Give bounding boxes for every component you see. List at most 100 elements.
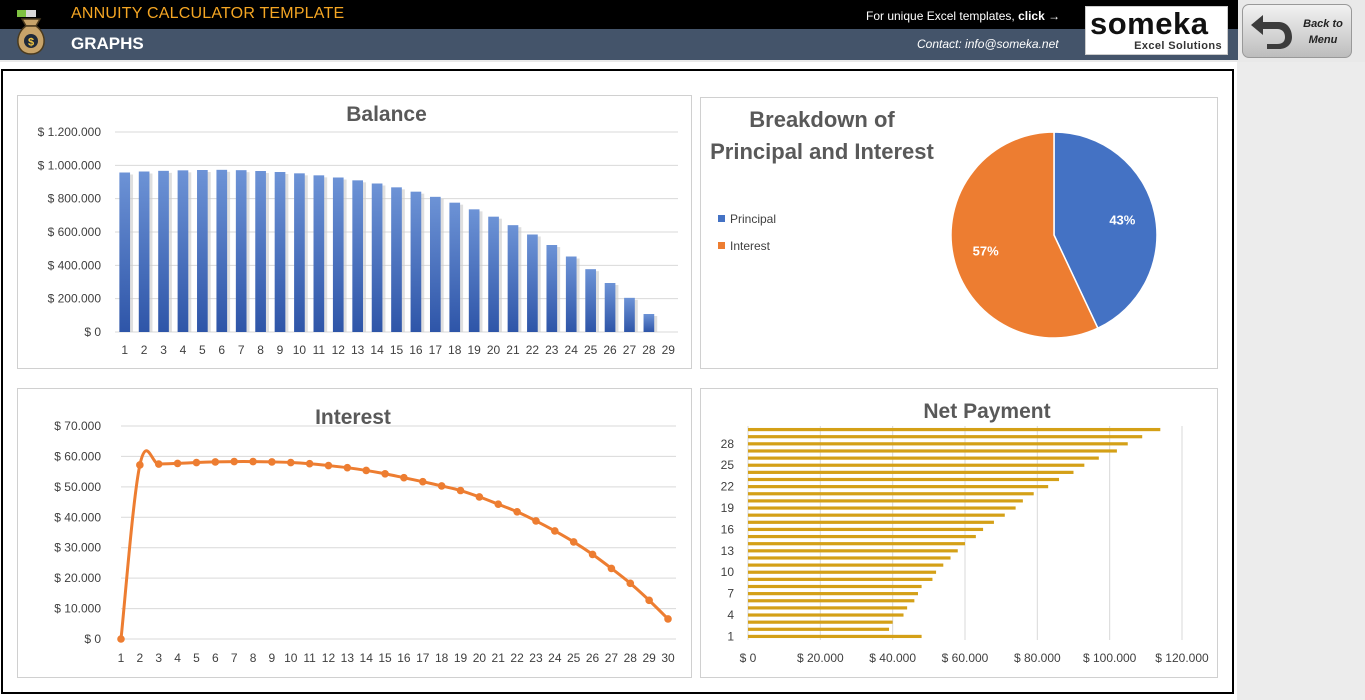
interest-point [645,596,653,605]
x-tick-label: 29 [662,343,676,357]
net-payment-bar [748,456,1099,460]
x-tick-label: $ 100.000 [1083,651,1137,665]
net-payment-chart-panel: Net Payment $ 0 $ 20.000 $ 40.000 $ 60.000 $ … [700,388,1218,678]
legend-interest-swatch [718,242,725,249]
interest-point [211,458,220,466]
y-tick-label: $ 20.000 [54,571,101,585]
x-tick-label: 9 [269,651,276,665]
net-payment-chart-title: Net Payment [923,400,1050,423]
x-tick-label: 22 [526,343,540,357]
x-tick-label: 3 [160,343,167,357]
header-bar: $ ANNUITY CALCULATOR TEMPLATE GRAPHS For… [0,0,1365,62]
net-payment-bar [748,477,1060,482]
y-tick-label: $ 50.000 [54,480,101,494]
net-payment-bar [748,606,908,610]
net-payment-bar [748,492,1034,496]
net-payment-bar [748,427,1161,432]
right-margin [1237,62,1365,700]
net-payment-bar [748,570,937,574]
someka-logo[interactable]: someka Excel Solutions [1085,6,1228,55]
y-tick-label: $ 30.000 [54,541,101,555]
x-tick-label: $ 40.000 [869,651,916,665]
back-to-menu-button[interactable]: Back to Menu [1242,4,1352,58]
breakdown-chart-title: Breakdown of Principal and Interest [710,107,934,164]
interest-point [437,482,446,490]
y-tick-label: $ 70.000 [54,419,101,433]
interest-point [400,473,408,482]
contact-text: Contact: info@someka.net [917,37,1059,51]
legend-interest: Interest [718,239,770,253]
y-tick-label: $ 1.000.000 [38,158,102,172]
balance-bar [643,314,655,332]
net-payment-bar [748,499,1023,503]
y-tick-label: 13 [721,544,735,558]
x-tick-label: 12 [322,651,336,665]
x-tick-label: 5 [199,343,206,357]
money-bag-icon: $ [12,6,50,61]
x-tick-label: 11 [303,651,316,665]
y-tick-label: 22 [721,480,735,494]
x-tick-label: 14 [360,651,374,665]
balance-bar [313,175,325,332]
promo-click-link[interactable]: click → [1018,9,1061,23]
net-payment-bar [748,556,951,560]
interest-point [230,457,238,466]
x-tick-label: 7 [231,651,238,665]
x-tick-label: 17 [416,651,430,665]
net-payment-bar [748,463,1085,467]
net-payment-bar [748,435,1143,439]
interest-chart-title: Interest [315,406,391,429]
x-tick-label: 16 [409,343,423,357]
x-tick-label: 26 [603,343,617,357]
balance-bar [119,172,131,332]
net-payment-bar [748,584,922,589]
balance-bar [352,180,364,332]
x-tick-label: $ 20.000 [797,651,844,665]
balance-bar [429,196,441,332]
y-tick-label: $ 0 [84,632,101,646]
balance-bar [527,234,538,332]
interest-point [381,469,389,478]
breakdown-pie-chart: 43% 57% [950,131,1158,339]
x-tick-label: 10 [293,343,307,357]
x-tick-label: $ 120.000 [1155,651,1209,665]
x-tick-label: 2 [141,343,148,357]
promo-text: For unique Excel templates, click → [866,9,1060,23]
x-tick-label: 5 [193,651,200,665]
x-tick-label: 7 [238,343,245,357]
x-tick-label: 25 [584,343,598,357]
balance-bar [197,170,208,332]
x-tick-label: 1 [121,343,128,357]
balance-bar [546,245,558,332]
x-tick-label: 4 [174,651,181,665]
header-top-band [0,0,1238,29]
y-tick-label: 16 [721,522,735,536]
interest-point [513,508,521,516]
net-payment-bar [748,592,918,596]
y-tick-label: $ 600.000 [48,225,102,239]
x-tick-label: $ 80.000 [1014,651,1061,665]
pie-slice-principal [1053,131,1158,330]
page-title: GRAPHS [71,34,144,53]
net-payment-bar [748,599,915,603]
x-tick-label: $ 0 [740,651,757,665]
promo-label: For unique Excel templates, [866,9,1015,23]
interest-point [456,486,465,495]
y-tick-label: $ 1.200.000 [38,125,102,139]
interest-chart: Interest $ 0 $ 10.000 $ 20.000 $ 30.000 $ 40.… [54,406,676,665]
balance-bar [332,177,344,332]
interest-point [324,461,333,470]
interest-chart-panel: Interest $ 0 $ 10.000 $ 20.000 $ 30.000 $ 40.… [17,388,692,678]
balance-bar [449,202,461,332]
y-tick-label: 1 [727,629,734,643]
y-tick-label: $ 400.000 [48,258,102,272]
balance-bar [391,187,402,332]
x-tick-label: 9 [277,343,284,357]
net-payment-bar [748,485,1049,489]
x-tick-label: 18 [448,343,462,357]
x-tick-label: 3 [155,651,162,665]
interest-line [119,449,670,640]
x-tick-label: 6 [218,343,225,357]
x-tick-label: 10 [284,651,298,665]
net-payment-chart: Net Payment $ 0 $ 20.000 $ 40.000 $ 60.000 $ … [721,400,1209,665]
